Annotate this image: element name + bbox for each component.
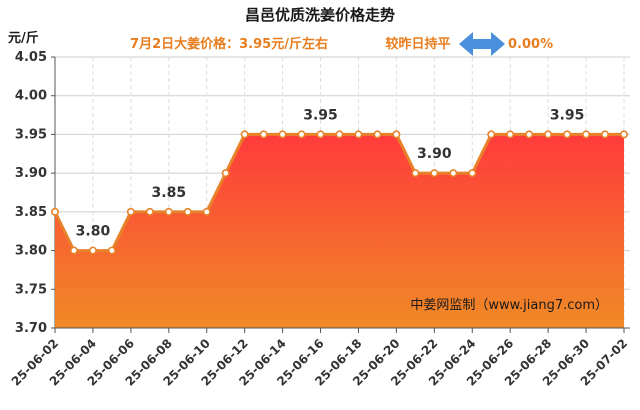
data-point xyxy=(544,130,553,139)
data-point xyxy=(183,207,192,216)
data-point xyxy=(202,207,211,216)
data-point xyxy=(335,130,344,139)
data-point xyxy=(259,130,268,139)
data-point xyxy=(354,130,363,139)
price-subtitle: 7月2日大姜价格：3.95元/斤左右 xyxy=(130,36,328,52)
data-point xyxy=(373,130,382,139)
data-point xyxy=(145,207,154,216)
y-tick-label: 4.05 xyxy=(15,50,47,65)
data-point xyxy=(525,130,534,139)
x-axis: 25-06-0225-06-0425-06-0625-06-0825-06-10… xyxy=(9,327,630,389)
y-tick-label: 3.85 xyxy=(15,205,47,220)
data-point xyxy=(164,207,173,216)
data-point xyxy=(50,207,59,216)
data-point xyxy=(468,169,477,178)
y-unit-label: 元/斤 xyxy=(8,30,39,46)
data-label: 3.95 xyxy=(303,107,338,123)
data-point xyxy=(601,130,610,139)
data-label: 3.95 xyxy=(550,107,585,123)
data-point xyxy=(430,169,439,178)
data-point xyxy=(487,130,496,139)
double-arrow-icon xyxy=(459,32,505,56)
data-point xyxy=(107,246,116,255)
y-tick-label: 3.95 xyxy=(15,127,47,142)
data-point xyxy=(88,246,97,255)
chart-title: 昌邑优质洗姜价格走势 xyxy=(245,6,395,24)
y-tick-label: 3.75 xyxy=(15,282,47,297)
data-label: 3.90 xyxy=(417,146,452,162)
data-point xyxy=(619,130,628,139)
data-point xyxy=(449,169,458,178)
data-point xyxy=(278,130,287,139)
data-point xyxy=(69,246,78,255)
data-point xyxy=(563,130,572,139)
price-area xyxy=(55,134,624,328)
data-point xyxy=(506,130,515,139)
data-point xyxy=(240,130,249,139)
data-point xyxy=(582,130,591,139)
y-axis: 3.70 3.75 3.80 3.85 3.90 3.95 4.00 4.05 xyxy=(15,50,56,336)
data-point xyxy=(126,207,135,216)
price-points xyxy=(50,130,628,255)
data-point xyxy=(316,130,325,139)
data-label: 3.80 xyxy=(76,224,111,240)
data-labels: 3.80 3.85 3.95 3.90 3.95 xyxy=(76,107,585,239)
y-tick-label: 3.90 xyxy=(15,166,47,181)
data-label: 3.85 xyxy=(152,185,187,201)
data-point xyxy=(392,130,401,139)
data-point xyxy=(297,130,306,139)
y-tick-label: 3.80 xyxy=(15,244,47,259)
data-point xyxy=(221,169,230,178)
compare-text: 较昨日持平 xyxy=(385,36,450,52)
watermark: 中姜网监制（www.jiang7.com） xyxy=(410,298,608,313)
change-percent: 0.00% xyxy=(508,37,553,52)
y-tick-label: 3.70 xyxy=(15,321,47,336)
price-area-fill xyxy=(55,134,624,328)
data-point xyxy=(411,169,420,178)
y-tick-label: 4.00 xyxy=(15,89,47,104)
